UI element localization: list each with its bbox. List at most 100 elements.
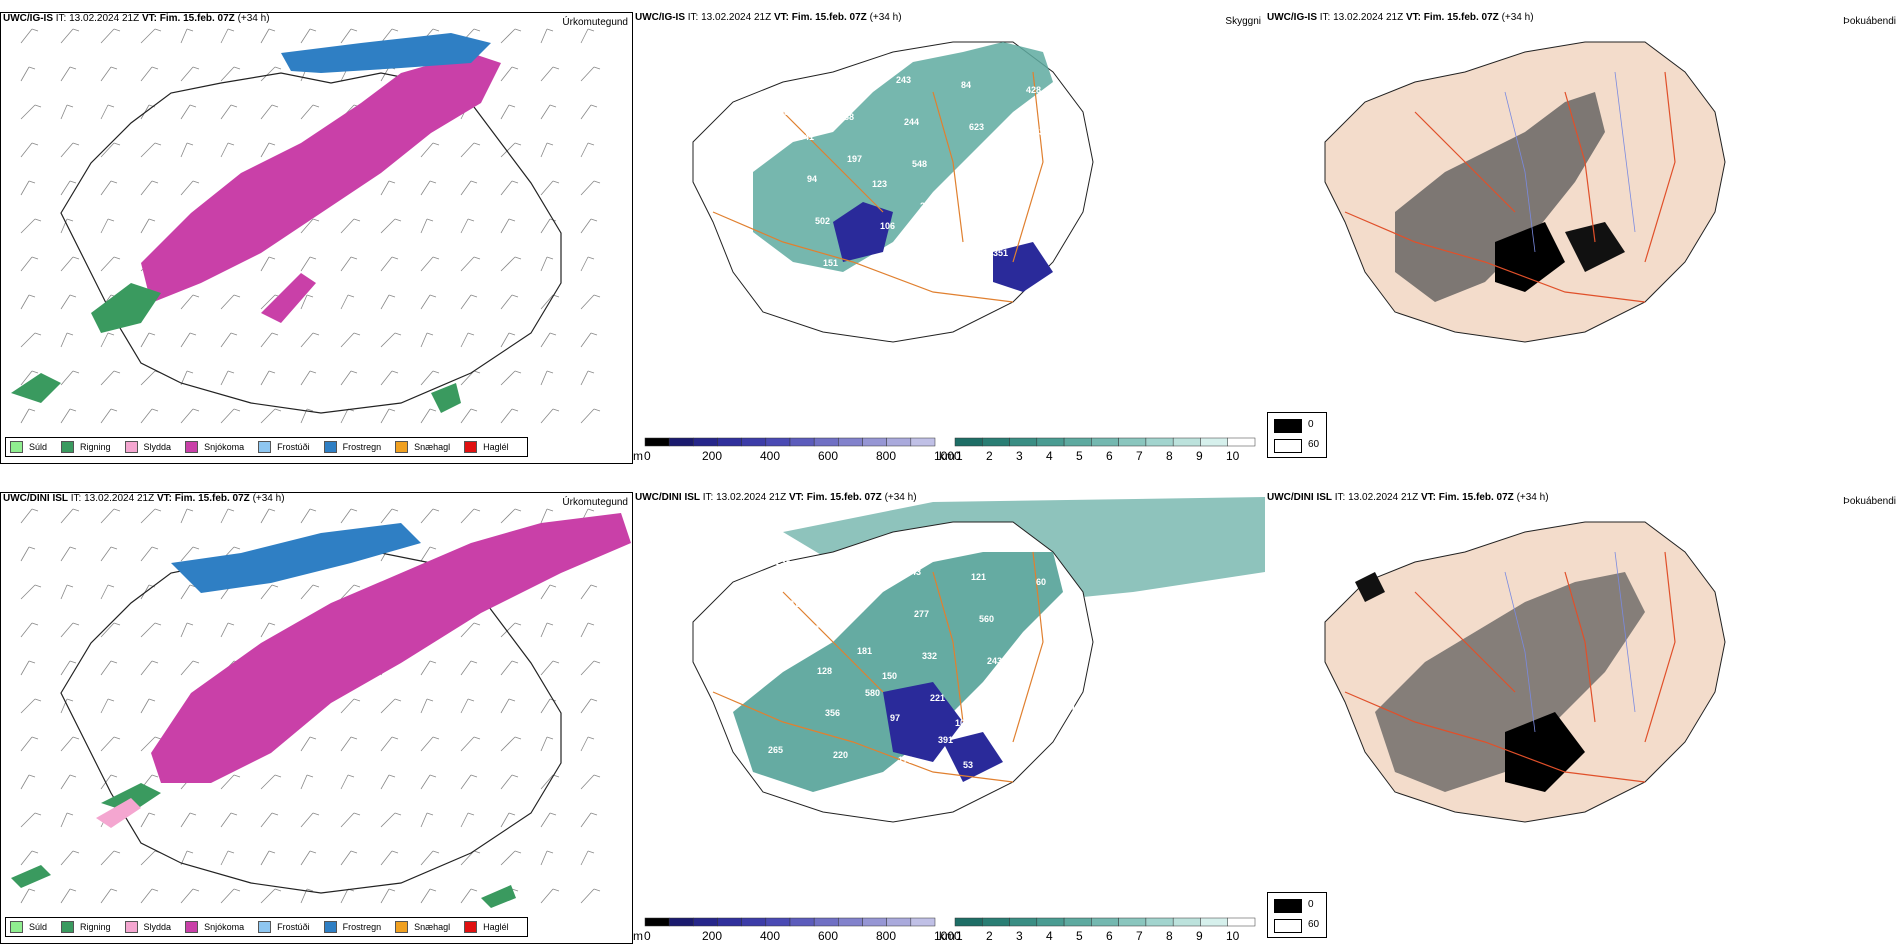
- wind-barb: [340, 812, 355, 828]
- wind-barb: [180, 622, 188, 638]
- colorbar-tick: 7: [1136, 929, 1143, 943]
- wind-barb-flag: [593, 774, 601, 778]
- colorbar-swatch: [838, 437, 863, 447]
- wind-barb-flag: [309, 508, 317, 512]
- wind-barb: [140, 408, 153, 424]
- wind-barb-flag: [549, 332, 557, 336]
- wind-barb-flag: [34, 218, 42, 222]
- height-label: 123: [872, 179, 887, 189]
- it-value: 13.02.2024 21Z: [701, 12, 772, 23]
- wind-barb: [380, 294, 390, 310]
- wind-barb: [340, 698, 355, 714]
- colorbar-tick: 1: [956, 929, 963, 943]
- height-label: 301: [784, 599, 799, 609]
- wind-barb-flag: [107, 584, 115, 588]
- wind-barb: [220, 294, 235, 310]
- height-colorbar: [644, 437, 936, 447]
- wind-barb-flag: [473, 736, 481, 740]
- legend-label: Rigning: [80, 442, 111, 452]
- wind-barb: [540, 508, 548, 524]
- wind-barb-flag: [31, 370, 39, 374]
- lead-time: (+34 h): [237, 13, 270, 24]
- wind-barb: [380, 180, 390, 196]
- height-label: 143: [1050, 211, 1065, 221]
- height-label: 128: [817, 666, 832, 676]
- rain-area: [91, 283, 161, 333]
- height-label: 204: [849, 604, 864, 614]
- wind-barb: [260, 256, 270, 272]
- wind-barb-flag: [233, 546, 241, 550]
- wind-barb: [180, 142, 188, 158]
- wind-barb: [140, 508, 156, 524]
- wind-barb: [580, 104, 592, 120]
- snowfall-small: [261, 273, 316, 323]
- wind-barb-flag: [306, 888, 314, 892]
- height-labels: 158 580 391 921 301 181 221 382 235 204 332 712 265 2…: [768, 557, 1075, 792]
- wind-barb: [460, 256, 475, 272]
- wind-barb: [420, 180, 431, 196]
- wind-barb: [340, 584, 355, 600]
- wind-barb: [580, 698, 592, 714]
- wind-barb: [340, 218, 355, 234]
- wind-barb: [60, 104, 68, 120]
- wind-barb: [380, 736, 393, 752]
- wind-barb: [140, 332, 150, 348]
- rivers: [1504, 551, 1636, 733]
- wind-barb: [500, 774, 513, 790]
- wind-barb-flag: [514, 850, 522, 854]
- legend-item: Snæhagl: [395, 921, 450, 933]
- wind-barb-flag: [549, 104, 557, 108]
- wind-barb: [260, 28, 270, 44]
- wind-barb-flag: [467, 332, 475, 336]
- wind-barb: [340, 850, 352, 866]
- colorbar-swatch: [668, 917, 694, 927]
- colorbar-swatch: [1227, 917, 1256, 927]
- wind-barb-flag: [593, 660, 601, 664]
- height-label: 382: [1003, 740, 1018, 750]
- wind-barb-flag: [107, 698, 115, 702]
- model-name: UWC/IG-IS: [1267, 12, 1317, 23]
- wind-barb: [20, 622, 33, 638]
- wind-barb: [100, 698, 109, 714]
- wind-barb: [340, 774, 349, 790]
- wind-barb-flag: [593, 294, 601, 298]
- wind-barb: [300, 256, 311, 272]
- height-label: 97: [890, 713, 900, 723]
- wind-barb-flag: [590, 332, 598, 336]
- wind-barb: [220, 408, 235, 424]
- height-label: 502: [815, 216, 830, 226]
- wind-barb-flag: [473, 370, 481, 374]
- wind-barb: [460, 888, 472, 904]
- wind-barb-flag: [312, 104, 320, 108]
- wind-barb-flag: [552, 180, 560, 184]
- wind-barb: [580, 774, 595, 790]
- wind-barb: [220, 850, 229, 866]
- colorbar-tick: 600: [818, 929, 839, 943]
- wind-barb-flag: [151, 66, 159, 70]
- wind-barb-flag: [511, 888, 519, 892]
- wind-barb: [220, 622, 229, 638]
- wind-barb-flag: [552, 660, 560, 664]
- colorbar-tick: 0: [644, 929, 651, 943]
- wind-barb-flag: [429, 408, 437, 412]
- wind-barb: [100, 622, 115, 638]
- wind-barb-flag: [388, 888, 396, 892]
- fog-legend-swatch: [1274, 919, 1302, 933]
- wind-barb: [180, 104, 191, 120]
- wind-barb: [100, 408, 112, 424]
- colorbar-swatch: [886, 437, 912, 447]
- fog-legend: 0 60: [1267, 412, 1327, 458]
- colorbar-tick: 400: [760, 929, 781, 943]
- it-value: 13.02.2024 21Z: [1333, 12, 1404, 23]
- wind-barb-flag: [31, 256, 39, 260]
- wind-barb: [540, 256, 548, 272]
- wind-barb: [60, 622, 74, 638]
- wind-barb: [300, 294, 308, 310]
- lead-time: (+34 h): [884, 492, 917, 503]
- wind-barb: [20, 28, 33, 44]
- wind-barb-flag: [467, 218, 475, 222]
- wind-barb: [300, 736, 311, 752]
- wind-barb-flag: [593, 180, 601, 184]
- colorbar-tick: 5: [1076, 449, 1083, 463]
- wind-barb-flag: [274, 66, 282, 70]
